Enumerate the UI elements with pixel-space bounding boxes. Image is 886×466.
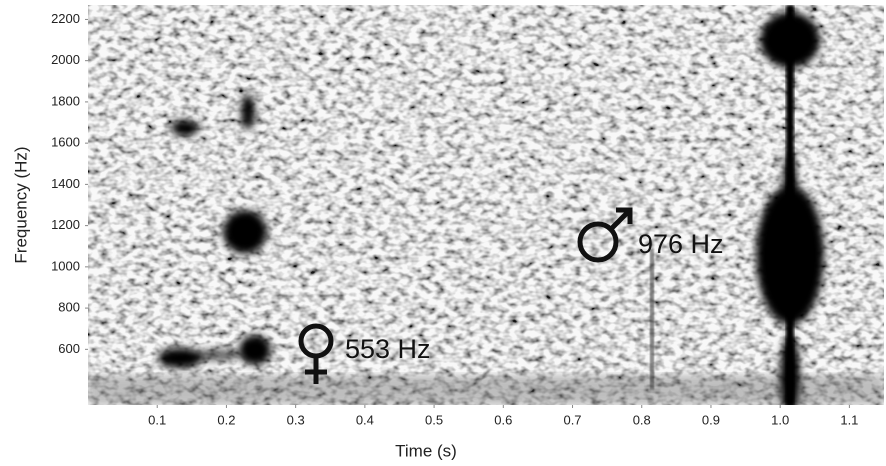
y-tick-label: 2000 bbox=[51, 52, 80, 67]
x-tick-label: 0.8 bbox=[633, 412, 651, 427]
y-tick-label: 2200 bbox=[51, 11, 80, 26]
x-tick-label: 0.2 bbox=[217, 412, 235, 427]
x-tick-label: 0.9 bbox=[702, 412, 720, 427]
annotation: 976 Hz bbox=[638, 229, 724, 259]
y-tick-label: 600 bbox=[58, 341, 80, 356]
male-symbol bbox=[577, 207, 633, 263]
y-tick-label: 1200 bbox=[51, 217, 80, 232]
female-symbol bbox=[298, 323, 334, 384]
y-axis-title: Frequency (Hz) bbox=[11, 146, 30, 263]
x-tick-label: 0.1 bbox=[148, 412, 166, 427]
x-tick-label: 0.4 bbox=[356, 412, 374, 427]
x-tick-label: 1.0 bbox=[771, 412, 789, 427]
y-tick-label: 1800 bbox=[51, 93, 80, 108]
x-tick-label: 0.3 bbox=[287, 412, 305, 427]
y-tick-label: 1600 bbox=[51, 135, 80, 150]
y-tick-label: 1000 bbox=[51, 258, 80, 273]
x-tick-label: 0.7 bbox=[563, 412, 581, 427]
x-tick-label: 0.5 bbox=[425, 412, 443, 427]
y-tick-label: 1400 bbox=[51, 176, 80, 191]
x-tick-label: 0.6 bbox=[494, 412, 512, 427]
x-axis-title: Time (s) bbox=[395, 441, 457, 460]
annotation: 553 Hz bbox=[345, 334, 431, 364]
spectrogram-image bbox=[88, 5, 884, 405]
y-tick-label: 800 bbox=[58, 300, 80, 315]
x-tick-label: 1.1 bbox=[840, 412, 858, 427]
